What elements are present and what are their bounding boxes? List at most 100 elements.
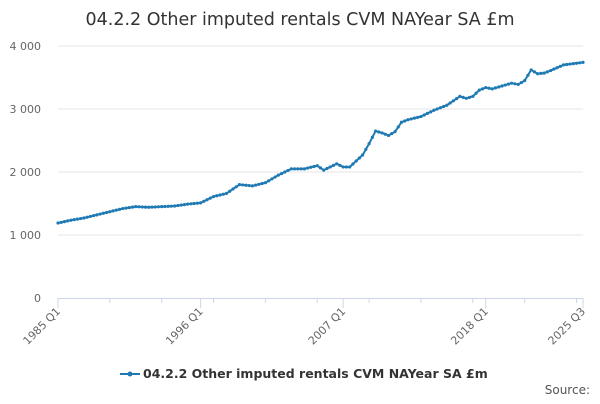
data-point[interactable] <box>403 119 407 123</box>
data-point[interactable] <box>234 185 238 189</box>
data-point[interactable] <box>257 182 261 186</box>
data-point[interactable] <box>124 206 128 210</box>
data-point[interactable] <box>458 94 462 98</box>
data-point[interactable] <box>186 202 190 206</box>
data-point[interactable] <box>176 203 180 208</box>
data-point[interactable] <box>173 204 177 208</box>
data-point[interactable] <box>386 133 391 138</box>
data-point[interactable] <box>545 70 549 74</box>
data-point[interactable] <box>221 192 225 196</box>
data-point[interactable] <box>500 84 504 88</box>
data-point[interactable] <box>548 68 553 73</box>
data-point[interactable] <box>451 99 455 103</box>
data-point[interactable] <box>357 156 361 160</box>
data-point[interactable] <box>111 209 115 213</box>
data-point[interactable] <box>228 189 232 193</box>
data-point[interactable] <box>189 202 193 206</box>
data-point[interactable] <box>338 163 342 167</box>
data-point[interactable] <box>471 94 475 98</box>
data-point[interactable] <box>555 66 559 70</box>
data-point[interactable] <box>399 120 404 124</box>
data-point[interactable] <box>581 60 585 64</box>
data-point[interactable] <box>137 205 141 209</box>
data-point[interactable] <box>442 104 446 109</box>
legend[interactable]: 04.2.2 Other imputed rentals CVM NAYear … <box>120 366 488 381</box>
data-point[interactable] <box>380 131 384 135</box>
data-point[interactable] <box>192 201 196 206</box>
data-point[interactable] <box>331 163 336 167</box>
data-point[interactable] <box>92 214 96 218</box>
data-point[interactable] <box>513 82 517 86</box>
data-point[interactable] <box>361 153 365 157</box>
data-point[interactable] <box>552 67 556 71</box>
data-point[interactable] <box>88 214 93 219</box>
data-point[interactable] <box>85 215 89 219</box>
data-point[interactable] <box>461 95 465 99</box>
data-point[interactable] <box>445 103 449 107</box>
data-point[interactable] <box>467 95 472 99</box>
data-point[interactable] <box>419 114 423 119</box>
data-point[interactable] <box>425 111 430 116</box>
data-point[interactable] <box>179 203 183 207</box>
data-point[interactable] <box>503 83 507 87</box>
data-point[interactable] <box>286 168 290 173</box>
data-point[interactable] <box>542 71 546 75</box>
data-point[interactable] <box>202 199 206 203</box>
data-point[interactable] <box>558 64 562 68</box>
data-point[interactable] <box>169 204 174 208</box>
data-point[interactable] <box>539 71 543 76</box>
data-point[interactable] <box>480 87 485 91</box>
data-point[interactable] <box>211 194 216 199</box>
data-point[interactable] <box>260 181 264 186</box>
data-point[interactable] <box>140 205 144 209</box>
data-point[interactable] <box>341 165 345 169</box>
data-point[interactable] <box>565 62 569 67</box>
data-point[interactable] <box>455 97 459 101</box>
data-point[interactable] <box>497 85 501 89</box>
data-point[interactable] <box>506 82 511 86</box>
data-point[interactable] <box>292 167 297 171</box>
data-point[interactable] <box>493 86 498 90</box>
data-point[interactable] <box>571 62 575 66</box>
data-point[interactable] <box>383 132 387 136</box>
data-point[interactable] <box>296 167 300 171</box>
data-point[interactable] <box>75 217 80 221</box>
data-point[interactable] <box>205 198 209 202</box>
data-point[interactable] <box>263 181 268 185</box>
data-point[interactable] <box>474 91 478 95</box>
data-point[interactable] <box>130 205 135 209</box>
data-point[interactable] <box>328 165 332 169</box>
data-point[interactable] <box>195 201 199 205</box>
data-point[interactable] <box>163 204 167 209</box>
data-point[interactable] <box>318 166 323 170</box>
data-point[interactable] <box>280 171 284 176</box>
data-point[interactable] <box>364 147 368 151</box>
data-point[interactable] <box>578 61 582 65</box>
data-point[interactable] <box>270 177 274 181</box>
data-point[interactable] <box>153 205 157 209</box>
data-point[interactable] <box>416 115 420 119</box>
data-point[interactable] <box>422 113 426 117</box>
data-point[interactable] <box>62 220 67 224</box>
data-point[interactable] <box>198 201 203 205</box>
data-point[interactable] <box>105 210 109 215</box>
data-point[interactable] <box>108 210 112 214</box>
data-point[interactable] <box>370 135 374 139</box>
data-point[interactable] <box>247 183 251 188</box>
data-point[interactable] <box>484 85 488 90</box>
data-point[interactable] <box>166 204 170 208</box>
data-point[interactable] <box>396 125 400 129</box>
data-point[interactable] <box>561 63 566 67</box>
data-point[interactable] <box>412 116 417 120</box>
data-point[interactable] <box>127 205 131 210</box>
data-point[interactable] <box>244 183 248 187</box>
data-point[interactable] <box>237 183 242 187</box>
data-point[interactable] <box>367 142 371 146</box>
data-point[interactable] <box>273 175 277 179</box>
data-point[interactable] <box>250 184 255 188</box>
data-point[interactable] <box>114 208 118 212</box>
data-point[interactable] <box>429 110 433 114</box>
data-point[interactable] <box>377 130 381 134</box>
data-point[interactable] <box>510 81 514 85</box>
data-point[interactable] <box>344 165 349 169</box>
